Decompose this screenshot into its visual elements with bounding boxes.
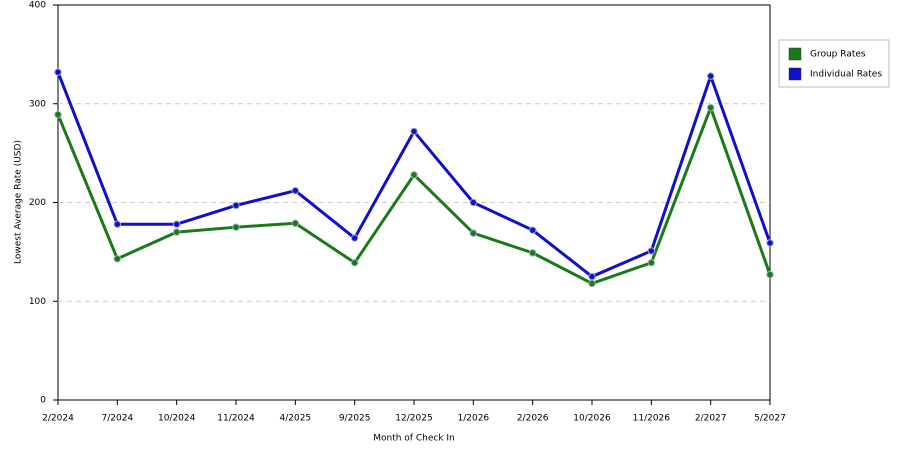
x-tick-label: 4/2025	[279, 414, 311, 424]
data-point	[350, 259, 359, 267]
data-point	[113, 220, 122, 228]
data-point	[528, 226, 537, 234]
data-point	[291, 186, 300, 195]
data-point	[291, 219, 300, 227]
legend-label: Individual Rates	[810, 70, 882, 80]
y-tick-label: 300	[29, 99, 46, 109]
legend-label: Group Rates	[810, 50, 866, 60]
data-point	[647, 259, 656, 267]
data-point	[232, 223, 240, 231]
x-axis-label: Month of Check In	[373, 434, 455, 444]
legend-swatch	[788, 47, 802, 61]
data-point	[766, 239, 774, 247]
y-tick-label: 200	[29, 198, 46, 208]
legend-swatch	[788, 67, 802, 81]
x-tick-label: 10/2024	[158, 414, 196, 424]
x-tick-label: 12/2025	[395, 414, 432, 424]
data-point	[647, 247, 656, 255]
data-point	[54, 110, 62, 119]
y-tick-label: 0	[40, 396, 46, 406]
x-tick-label: 5/2027	[754, 414, 786, 424]
data-point	[766, 270, 774, 279]
data-point	[113, 255, 122, 263]
x-tick-label: 10/2026	[573, 414, 611, 424]
x-tick-label: 9/2025	[339, 414, 371, 424]
data-point	[588, 272, 596, 281]
x-tick-label: 11/2026	[633, 414, 671, 424]
data-point	[706, 72, 715, 80]
data-point	[410, 127, 418, 136]
x-tick-label: 11/2024	[217, 414, 255, 424]
data-point	[172, 220, 181, 228]
y-tick-label: 400	[29, 1, 46, 11]
data-point	[350, 234, 359, 242]
data-point	[172, 228, 181, 236]
y-tick-label: 100	[29, 297, 46, 307]
data-point	[588, 279, 596, 288]
data-point	[54, 68, 62, 76]
data-point	[410, 171, 418, 179]
x-tick-label: 2/2026	[517, 414, 549, 424]
x-tick-label: 2/2027	[695, 414, 727, 424]
data-point	[232, 201, 240, 210]
y-axis-label: Lowest Average Rate (USD)	[14, 140, 24, 264]
x-tick-label: 2/2024	[42, 414, 74, 424]
x-tick-label: 1/2026	[457, 414, 489, 424]
data-point	[469, 229, 478, 237]
x-tick-label: 7/2024	[101, 414, 133, 424]
data-point	[469, 198, 478, 207]
data-point	[706, 104, 715, 112]
data-point	[528, 249, 537, 257]
